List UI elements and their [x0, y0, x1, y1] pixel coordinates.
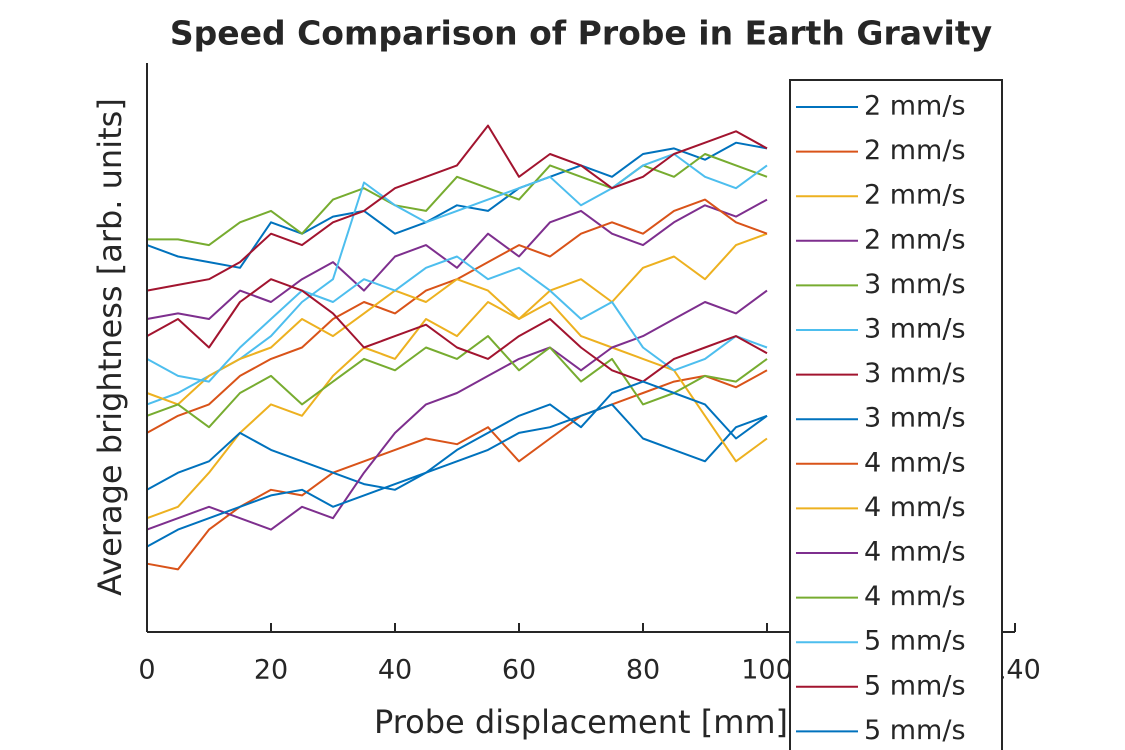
data-line — [146, 369, 768, 571]
data-line — [146, 289, 768, 531]
data-line — [146, 255, 768, 383]
data-line — [146, 403, 768, 491]
data-line — [147, 153, 768, 247]
legend-label: 2 mm/s — [864, 135, 966, 166]
legend-label: 3 mm/s — [864, 269, 966, 300]
data-line — [146, 232, 768, 520]
legend-label: 5 mm/s — [864, 670, 966, 701]
data-line — [146, 141, 768, 269]
data-line — [146, 198, 768, 434]
chart-title: Speed Comparison of Probe in Earth Gravi… — [170, 14, 992, 53]
legend-label: 3 mm/s — [864, 314, 966, 345]
legend-label: 4 mm/s — [864, 492, 966, 523]
legend-label: 2 mm/s — [864, 180, 966, 211]
x-tick-label: 60 — [502, 655, 536, 686]
x-tick-label: 20 — [254, 655, 288, 686]
legend: 2 mm/s 2 mm/s 2 mm/s 2 mm/s 3 mm/s 3 mm/s 3 mm… — [789, 79, 1003, 750]
y-axis-label: Average brightness [arb. units] — [91, 98, 129, 596]
x-axis-label: Probe displacement [mm] — [374, 703, 788, 741]
legend-label: 5 mm/s — [864, 715, 966, 746]
legend-box — [789, 79, 1003, 750]
legend-label: 4 mm/s — [864, 447, 966, 478]
legend-label: 2 mm/s — [864, 91, 966, 122]
x-tick-label: 100 — [741, 655, 793, 686]
legend-label: 5 mm/s — [864, 626, 966, 657]
legend-label: 3 mm/s — [864, 403, 966, 434]
x-tick-label: 0 — [138, 655, 155, 686]
legend-label: 4 mm/s — [864, 537, 966, 568]
legend-label: 4 mm/s — [864, 581, 966, 612]
data-line — [146, 335, 768, 429]
x-tick-label: 80 — [626, 655, 660, 686]
x-tick-label: 40 — [378, 655, 412, 686]
legend-label: 3 mm/s — [864, 358, 966, 389]
data-line — [146, 124, 768, 292]
data-line — [146, 153, 768, 406]
data-line — [146, 278, 768, 383]
data-line — [146, 380, 768, 548]
legend-label: 2 mm/s — [864, 224, 966, 255]
